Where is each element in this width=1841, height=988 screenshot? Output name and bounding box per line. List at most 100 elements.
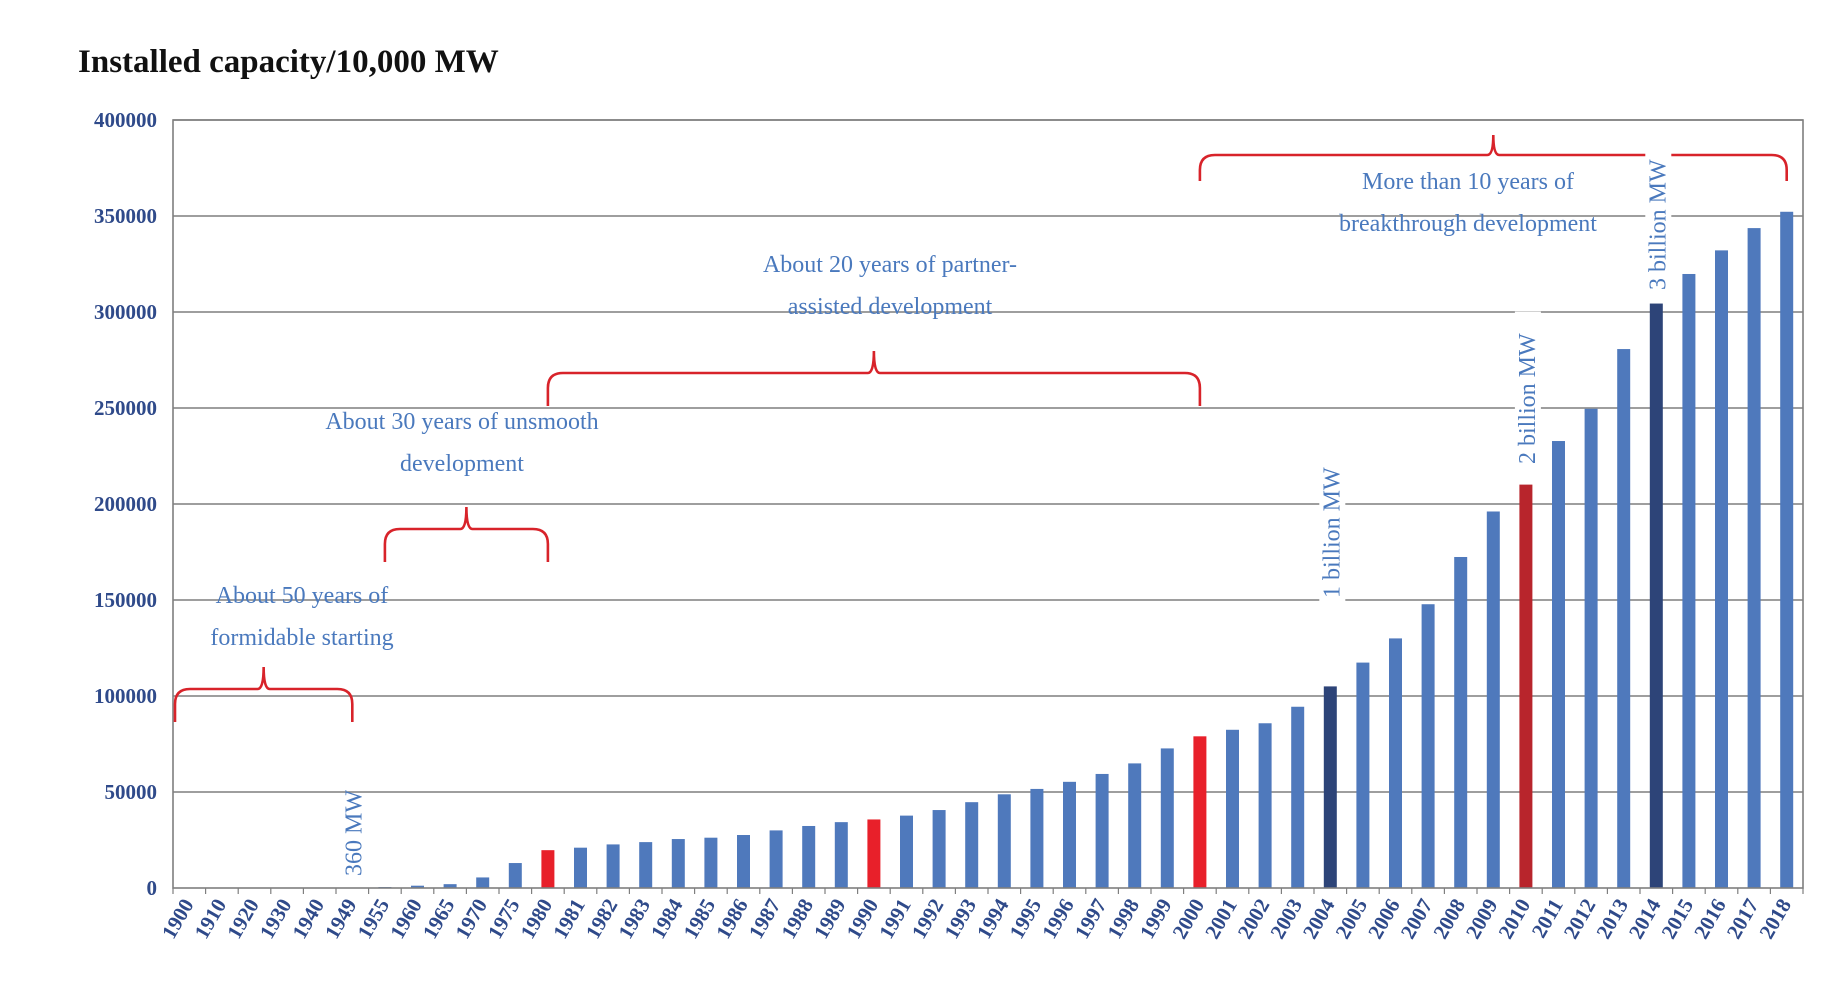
bar: [606, 844, 620, 888]
x-tick-label: 1999: [1135, 895, 1177, 943]
plot-frame: [172, 119, 1804, 894]
x-tick-label: 1984: [646, 894, 688, 943]
x-tick-label: 1910: [189, 895, 231, 943]
x-tick-label: 1983: [613, 895, 655, 943]
x-axis-ticks: 1900191019201930194019491955196019651970…: [157, 894, 1796, 943]
x-tick-label: 2004: [1298, 894, 1340, 943]
x-tick-label: 2002: [1233, 895, 1275, 943]
x-tick-label: 1988: [776, 895, 818, 943]
bar: [1552, 441, 1565, 888]
phase-brace: [1198, 134, 1788, 181]
bar: [443, 884, 457, 888]
bar: [704, 837, 718, 888]
phase-label: More than 10 years of: [1362, 169, 1574, 195]
x-tick-label: 1965: [418, 895, 460, 943]
bar: [1095, 773, 1109, 888]
x-tick-label: 2010: [1493, 895, 1535, 943]
bar: [1030, 788, 1044, 888]
x-tick-label: 2016: [1689, 895, 1731, 943]
bar: [1128, 763, 1142, 888]
y-tick-label: 0: [147, 876, 158, 900]
x-tick-label: 1930: [255, 895, 297, 943]
bar: [1519, 484, 1533, 888]
bar: [1160, 748, 1174, 888]
y-tick-label: 50000: [105, 780, 158, 804]
y-tick-label: 150000: [94, 588, 157, 612]
bar: [1193, 736, 1207, 888]
bar: [508, 863, 522, 888]
x-tick-label: 1986: [711, 895, 753, 943]
x-tick-label: 2015: [1656, 895, 1698, 943]
x-tick-label: 1960: [385, 895, 427, 943]
x-tick-label: 2007: [1396, 895, 1438, 943]
y-tick-label: 250000: [94, 396, 157, 420]
milestone-label-bg: [1514, 311, 1541, 470]
bar: [1747, 228, 1761, 888]
x-tick-label: 2001: [1200, 895, 1242, 943]
phase-label: About 20 years of partner-: [763, 252, 1017, 278]
x-tick-label: 2013: [1591, 895, 1633, 943]
x-tick-label: 2003: [1265, 895, 1307, 943]
phase-label: formidable starting: [210, 625, 393, 651]
x-tick-label: 2014: [1624, 894, 1666, 943]
bar: [574, 847, 587, 888]
x-tick-label: 1990: [841, 895, 883, 943]
bar: [411, 885, 424, 888]
x-tick-label: 2011: [1527, 895, 1568, 942]
bar: [1291, 706, 1305, 888]
bar: [1584, 408, 1598, 888]
milestone-label: 360 MW: [341, 790, 367, 876]
bar: [1356, 662, 1370, 888]
x-tick-label: 2006: [1363, 895, 1405, 943]
x-tick-label: 1998: [1102, 895, 1144, 943]
x-tick-label: 1991: [874, 895, 916, 943]
y-tick-label: 350000: [94, 204, 157, 228]
bar: [1649, 303, 1663, 888]
x-tick-label: 2017: [1722, 895, 1764, 943]
x-tick-label: 2012: [1559, 895, 1601, 943]
x-tick-label: 1975: [483, 895, 525, 943]
bar: [1454, 556, 1468, 888]
bar: [476, 877, 490, 888]
x-tick-label: 2009: [1461, 895, 1503, 943]
bar: [1715, 250, 1728, 889]
x-tick-label: 1980: [515, 895, 557, 943]
bar: [900, 815, 913, 888]
bar: [1258, 723, 1272, 888]
x-tick-label: 1940: [287, 895, 329, 943]
x-tick-label: 2000: [1167, 895, 1209, 943]
x-tick-label: 1995: [1004, 895, 1046, 943]
y-tick-label: 100000: [94, 684, 157, 708]
x-tick-label: 2005: [1330, 895, 1372, 943]
phase-brace: [546, 350, 1202, 406]
bar: [997, 794, 1011, 888]
x-tick-label: 1920: [222, 895, 264, 943]
milestone-labels: 360 MW 1 billion MW 2 billion MW 3 billion …: [341, 137, 1672, 882]
bar: [867, 819, 881, 888]
bar: [737, 835, 750, 888]
milestone-label: 2 billion MW: [1515, 333, 1541, 464]
milestone-label: 3 billion MW: [1645, 159, 1671, 290]
phase-label: development: [400, 451, 524, 477]
bars-group: [345, 211, 1794, 889]
x-tick-label: 1970: [450, 895, 492, 943]
y-axis-ticks: 0 50000 100000 150000 200000 250000 300000 3500…: [94, 108, 157, 900]
x-tick-label: 1992: [907, 895, 949, 943]
bar: [834, 822, 848, 888]
milestone-label-bg: [341, 796, 368, 882]
x-tick-label: 1987: [744, 895, 786, 943]
x-tick-label: 1989: [809, 895, 851, 943]
bar: [965, 802, 979, 888]
bar: [1226, 729, 1239, 888]
bar: [1063, 781, 1076, 888]
bar: [639, 842, 653, 888]
x-tick-label: 1994: [972, 894, 1014, 943]
x-tick-label: 1900: [157, 895, 199, 943]
bar: [1617, 349, 1631, 888]
phase-label: assisted development: [788, 294, 993, 320]
bar: [671, 839, 685, 888]
chart-title: Installed capacity/10,000 MW: [78, 44, 499, 80]
milestone-label-bg: [1645, 137, 1672, 296]
x-tick-label: 1981: [548, 895, 590, 943]
